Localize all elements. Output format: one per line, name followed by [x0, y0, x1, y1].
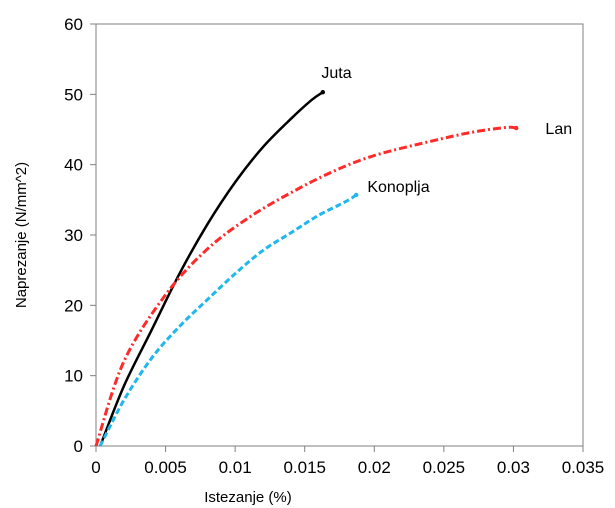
annotation-layer: Juta Lan Konoplja — [321, 65, 572, 196]
plot-area — [95, 23, 584, 447]
y-axis-ticks: 0 10 20 30 40 50 60 — [64, 15, 96, 456]
series-annotation-konoplja: Konoplja — [367, 179, 429, 196]
y-tick-label: 50 — [64, 85, 83, 104]
x-tick-label: 0.01 — [219, 458, 252, 477]
y-tick-label: 10 — [64, 367, 83, 386]
series-annotation-lan: Lan — [545, 121, 572, 138]
x-tick-label: 0.025 — [423, 458, 466, 477]
x-tick-label: 0.02 — [358, 458, 391, 477]
series-line-konoplja — [98, 193, 358, 447]
x-tick-label: 0.005 — [144, 458, 187, 477]
y-tick-label: 0 — [74, 437, 83, 456]
series-end-point-lan — [514, 125, 519, 131]
x-axis-label: Istezanje (%) — [204, 489, 292, 506]
x-axis-ticks: 0 0.005 0.01 0.015 0.02 0.025 0.03 0.035 — [91, 446, 604, 477]
x-tick-label: 0.015 — [283, 458, 326, 477]
y-tick-label: 40 — [64, 156, 83, 175]
y-tick-label: 60 — [64, 15, 83, 34]
y-tick-label: 30 — [64, 226, 83, 245]
series-layer — [94, 90, 519, 447]
x-tick-label: 0 — [91, 458, 100, 477]
series-line-lan — [94, 125, 517, 447]
y-tick-label: 20 — [64, 296, 83, 315]
series-end-point-konoplja — [353, 192, 359, 198]
x-tick-label: 0.035 — [562, 458, 605, 477]
series-annotation-juta: Juta — [321, 65, 351, 82]
x-tick-label: 0.03 — [497, 458, 530, 477]
y-axis-label: Naprezanje (N/mm^2) — [13, 162, 30, 308]
series-line-juta — [99, 91, 324, 447]
series-end-point-juta — [320, 90, 326, 95]
